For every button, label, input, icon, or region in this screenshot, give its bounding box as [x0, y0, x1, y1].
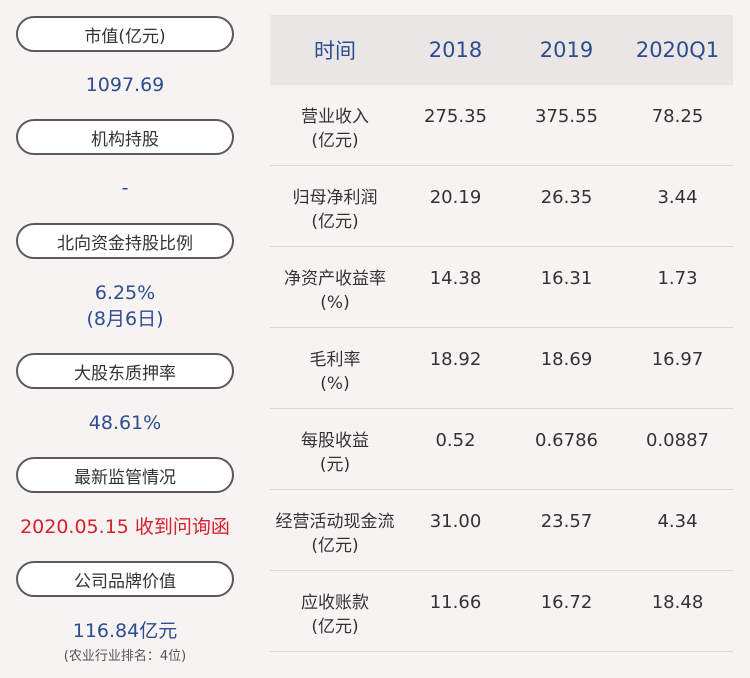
row-label: 营业收入 [301, 107, 369, 127]
cell-value: 375.55 [535, 106, 598, 127]
table-row: 每股收益 (元) 0.52 0.6786 0.0887 [270, 409, 733, 490]
row-unit: (亿元) [311, 212, 359, 232]
pledge-rate-label: 大股东质押率 [16, 353, 234, 389]
header-time: 时间 [314, 39, 356, 63]
table-row: 营业收入 (亿元) 275.35 375.55 78.25 [270, 85, 733, 166]
institution-holding-value: - [121, 177, 129, 199]
brand-value: 116.84亿元 [72, 620, 178, 642]
table-row: 净资产收益率 (%) 14.38 16.31 1.73 [270, 247, 733, 328]
table-row: 经营活动现金流 (亿元) 31.00 23.57 4.34 [270, 490, 733, 571]
cell-value: 23.57 [540, 511, 593, 532]
table-header: 时间 2018 2019 2020Q1 [270, 15, 733, 85]
cell-value: 0.6786 [535, 430, 598, 451]
key-metrics-panel: 市值(亿元) 1097.69 机构持股 - 北向资金持股比例 6.25% (8月… [0, 0, 250, 678]
cell-value: 31.00 [429, 511, 482, 532]
northbound-holding-date: (8月6日) [86, 308, 164, 330]
row-label: 归母净利润 [292, 188, 378, 208]
northbound-holding-value: 6.25% [94, 282, 156, 304]
brand-rank-note: (农业行业排名：4位) [63, 649, 187, 664]
brand-value-label: 公司品牌价值 [16, 561, 234, 597]
cell-value: 16.31 [540, 268, 593, 289]
market-value-label: 市值(亿元) [16, 16, 234, 52]
row-unit: (%) [320, 374, 350, 394]
cell-value: 14.38 [429, 268, 482, 289]
cell-value: 1.73 [657, 268, 698, 289]
header-2018: 2018 [428, 38, 483, 62]
row-unit: (亿元) [311, 131, 359, 151]
table-row: 归母净利润 (亿元) 20.19 26.35 3.44 [270, 166, 733, 247]
cell-value: 16.97 [651, 349, 704, 370]
cell-value: 4.34 [657, 511, 698, 532]
pledge-rate-value: 48.61% [88, 412, 162, 434]
header-2019: 2019 [539, 38, 594, 62]
northbound-holding-label: 北向资金持股比例 [16, 223, 234, 259]
cell-value: 0.52 [435, 430, 476, 451]
cell-value: 0.0887 [646, 430, 709, 451]
cell-value: 78.25 [651, 106, 704, 127]
row-unit: (亿元) [311, 617, 359, 637]
row-label: 应收账款 [301, 593, 369, 613]
header-2020q1: 2020Q1 [635, 38, 720, 62]
row-label: 净资产收益率 [284, 269, 386, 289]
cell-value: 20.19 [429, 187, 482, 208]
cell-value: 11.66 [429, 592, 482, 613]
row-unit: (亿元) [311, 536, 359, 556]
row-label: 毛利率 [309, 350, 361, 370]
cell-value: 18.92 [429, 349, 482, 370]
institution-holding-label: 机构持股 [16, 119, 234, 155]
financial-table: 时间 2018 2019 2020Q1 营业收入 (亿元) 275.35 375.… [270, 15, 733, 652]
market-value: 1097.69 [85, 74, 165, 96]
cell-value: 16.72 [540, 592, 593, 613]
row-unit: (元) [319, 455, 351, 475]
row-label: 每股收益 [301, 431, 369, 451]
regulation-label: 最新监管情况 [16, 457, 234, 493]
cell-value: 18.69 [540, 349, 593, 370]
row-unit: (%) [320, 293, 350, 313]
cell-value: 3.44 [657, 187, 698, 208]
table-row: 应收账款 (亿元) 11.66 16.72 18.48 [270, 571, 733, 652]
row-label: 经营活动现金流 [275, 512, 395, 532]
cell-value: 26.35 [540, 187, 593, 208]
cell-value: 275.35 [424, 106, 487, 127]
cell-value: 18.48 [651, 592, 704, 613]
table-row: 毛利率 (%) 18.92 18.69 16.97 [270, 328, 733, 409]
regulation-value: 2020.05.15 收到问询函 [20, 516, 230, 538]
